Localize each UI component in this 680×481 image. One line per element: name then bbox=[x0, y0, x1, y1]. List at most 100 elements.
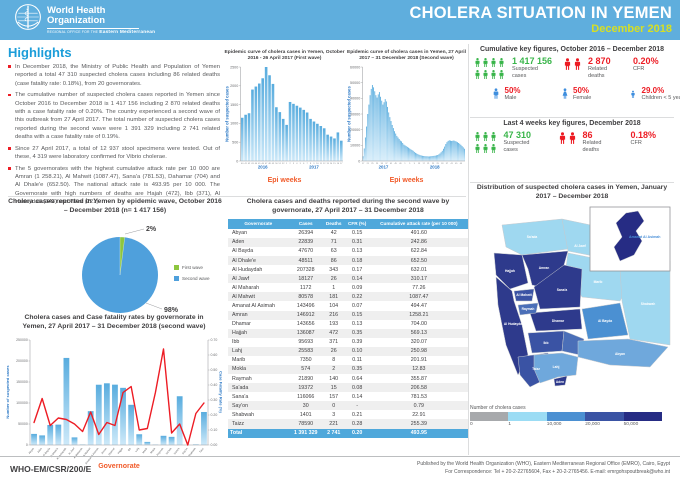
map-legend-ticks: 0 1 10,000 20,000 50,000 bbox=[470, 421, 674, 429]
logo-divider bbox=[47, 27, 139, 29]
table-row: Raymah 21890 140 0.64 355.87 bbox=[232, 375, 427, 382]
publisher-line1: Published by the World Health Organizati… bbox=[417, 461, 670, 468]
svg-text:0: 0 bbox=[26, 443, 28, 447]
table-row: Aden 22839 71 0.31 242.86 bbox=[228, 237, 468, 247]
svg-text:21: 21 bbox=[427, 163, 430, 165]
cases-cfr-combo-chart: 0 50000 100000 150000 200000 250000 0.00 0.10 0.… bbox=[5, 338, 224, 470]
svg-text:Lahj: Lahj bbox=[135, 447, 141, 453]
svg-text:2500: 2500 bbox=[230, 65, 238, 69]
svg-text:5: 5 bbox=[409, 163, 411, 165]
svg-text:0: 0 bbox=[236, 159, 238, 163]
svg-text:50: 50 bbox=[275, 163, 278, 165]
table-total-row: Total 1 391 329 2 741 0.20 493.95 bbox=[228, 428, 468, 439]
svg-text:Al Bayda: Al Bayda bbox=[598, 319, 612, 323]
table-row: Abyan 26394 42 0.15 491.60 bbox=[232, 230, 427, 237]
svg-text:2%: 2% bbox=[146, 226, 157, 233]
svg-text:0: 0 bbox=[358, 159, 360, 163]
svg-text:0.50: 0.50 bbox=[211, 368, 218, 372]
svg-text:2: 2 bbox=[289, 163, 291, 165]
people-icons-red bbox=[563, 57, 584, 79]
svg-text:Sa'ada: Sa'ada bbox=[527, 235, 538, 239]
suspected-cases-figure: 1 417 156 Suspected cases bbox=[474, 56, 553, 80]
svg-text:Al Jawf: Al Jawf bbox=[68, 447, 76, 455]
svg-text:Mokla: Mokla bbox=[150, 447, 157, 455]
pie-chart-title: Cholera cases reported in Yemen by epide… bbox=[8, 198, 222, 214]
svg-text:48: 48 bbox=[268, 163, 271, 165]
svg-text:40000: 40000 bbox=[350, 97, 360, 101]
related-deaths-figure: 86 Related deaths bbox=[558, 130, 615, 153]
svg-text:Raymah: Raymah bbox=[156, 447, 164, 457]
combo-chart-title: Cholera cases and Case fatality rates by… bbox=[22, 314, 206, 330]
people-icons-green bbox=[474, 131, 500, 154]
legend-swatch bbox=[546, 411, 586, 421]
svg-text:10000: 10000 bbox=[350, 144, 360, 148]
first-wave-chart-title: Epidemic curve of cholera cases in Yemen… bbox=[224, 50, 345, 62]
table-column-header: Cases bbox=[288, 218, 323, 229]
map-legend-title: Number of cholera cases bbox=[470, 404, 526, 411]
svg-text:0.40: 0.40 bbox=[211, 383, 218, 387]
suspected-cases-value: 1 417 156 bbox=[512, 56, 553, 66]
table-row: Say'on 30 0-0.79 bbox=[228, 401, 468, 411]
highlight-bullet: The 5 governorates with the highest cumu… bbox=[8, 165, 220, 206]
highlights-section: Highlights In December 2018, the Ministr… bbox=[8, 45, 220, 210]
svg-text:Second wave: Second wave bbox=[182, 276, 210, 281]
regional-office-name: Eastern Mediterranean bbox=[99, 30, 156, 36]
svg-text:33: 33 bbox=[441, 163, 444, 165]
table-title: Cholera cases and deaths reported during… bbox=[246, 198, 450, 214]
gender-breakdown-row: 50% Male 50% Female 29.0% Children < 5 y… bbox=[470, 86, 680, 102]
header: World Health Organization REGIONAL OFFIC… bbox=[0, 0, 680, 40]
svg-text:52: 52 bbox=[282, 163, 285, 165]
svg-text:1: 1 bbox=[404, 163, 406, 165]
svg-text:0.70: 0.70 bbox=[211, 338, 218, 342]
table-row: Dhamar 143656 193 0.13 704.00 bbox=[232, 321, 427, 328]
children-label: Children < 5 years bbox=[641, 95, 680, 102]
map-legend-bar bbox=[470, 411, 662, 421]
svg-text:Shabwah: Shabwah bbox=[188, 447, 197, 458]
svg-text:50000: 50000 bbox=[350, 81, 360, 85]
vertical-divider bbox=[468, 44, 469, 455]
svg-text:Sana'a: Sana'a bbox=[173, 447, 180, 455]
table-row: Al Jawf 18127 26 0.14 310.17 bbox=[228, 274, 468, 284]
map-section: Distribution of suspected cholera cases … bbox=[470, 184, 674, 429]
governorate-combo-section: Cholera cases and Case fatality rates by… bbox=[4, 314, 224, 475]
svg-text:17: 17 bbox=[362, 163, 365, 165]
svg-text:Dhamar: Dhamar bbox=[552, 319, 565, 323]
svg-text:20000: 20000 bbox=[350, 128, 360, 132]
svg-text:Raymah: Raymah bbox=[522, 307, 535, 311]
female-figure: 50% Female bbox=[561, 86, 606, 102]
male-value: 50% bbox=[504, 86, 521, 95]
wave-pie-section: Cholera cases reported in Yemen by epide… bbox=[8, 198, 222, 327]
female-value: 50% bbox=[573, 86, 590, 95]
svg-text:6: 6 bbox=[303, 163, 305, 165]
cumulative-key-figures: Cumulative key figures, October 2016 – D… bbox=[470, 46, 680, 102]
people-icons-red bbox=[558, 131, 579, 153]
cfr-label: CFR bbox=[633, 66, 645, 73]
svg-text:30000: 30000 bbox=[350, 112, 360, 116]
svg-text:Marib: Marib bbox=[594, 280, 603, 284]
svg-text:0.20: 0.20 bbox=[211, 413, 218, 417]
svg-text:Al Hudaydah: Al Hudaydah bbox=[56, 447, 68, 461]
report-date: December 2018 bbox=[591, 23, 672, 35]
second-wave-chart-title: Epidemic curve of cholera cases in Yemen… bbox=[346, 50, 467, 62]
svg-text:40: 40 bbox=[241, 163, 244, 165]
related-deaths-figure: 2 870 Related deaths bbox=[563, 56, 620, 79]
table-row: Ibb 95693 371 0.39 320.07 bbox=[232, 339, 427, 346]
svg-text:2017: 2017 bbox=[309, 165, 319, 170]
svg-text:Amran: Amran bbox=[101, 447, 108, 455]
table-row: Al Bayda 47670 63 0.13 622.84 bbox=[232, 248, 427, 255]
svg-text:46: 46 bbox=[262, 163, 265, 165]
cumulative-key-figures-title: Cumulative key figures, October 2016 – D… bbox=[479, 46, 665, 53]
svg-text:Al Maharah: Al Maharah bbox=[73, 447, 84, 459]
svg-text:0.60: 0.60 bbox=[211, 353, 218, 357]
male-label: Male bbox=[504, 95, 517, 102]
svg-text:Dhamar: Dhamar bbox=[108, 447, 116, 456]
second-wave-chart: Epidemic curve of cholera cases in Yemen… bbox=[346, 50, 467, 184]
svg-text:5: 5 bbox=[300, 163, 302, 165]
svg-text:25: 25 bbox=[432, 163, 435, 165]
svg-text:First wave: First wave bbox=[182, 265, 203, 270]
horizontal-divider bbox=[470, 182, 674, 183]
svg-text:42: 42 bbox=[248, 163, 251, 165]
svg-text:Number of suspected cases: Number of suspected cases bbox=[5, 365, 10, 419]
svg-text:13: 13 bbox=[418, 163, 421, 165]
table-row: Taizz 78590 221 0.28 255.39 bbox=[228, 419, 468, 429]
